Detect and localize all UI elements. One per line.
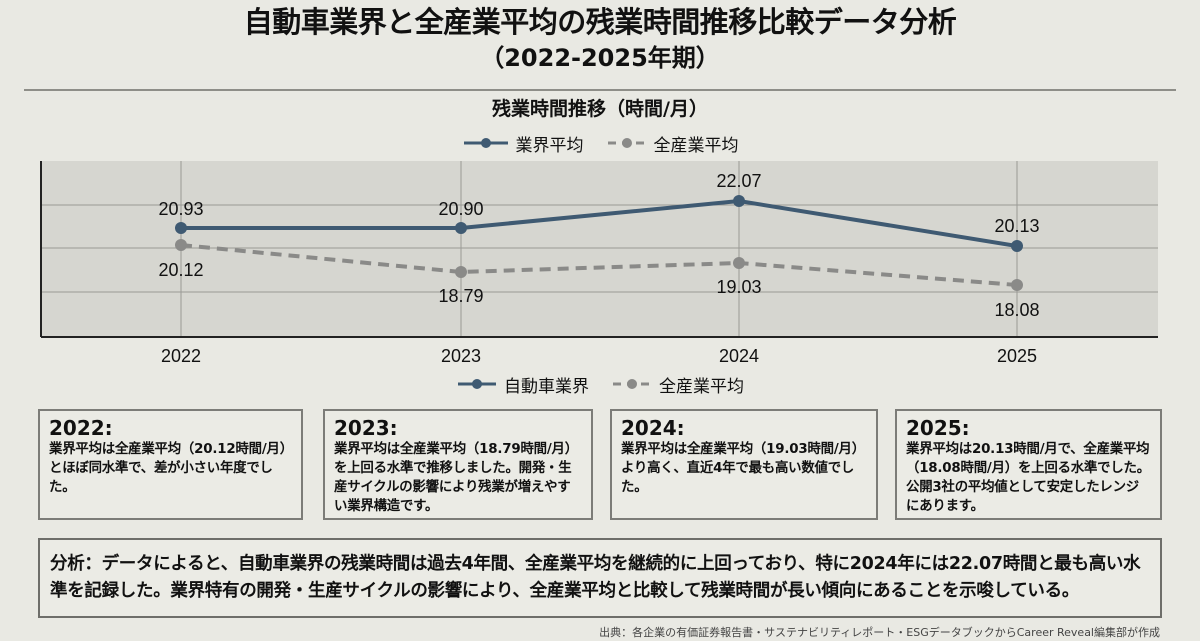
note-text: 業界平均は全産業平均（20.12時間/月）とほぼ同水準で、差が小さい年度でした。 [49,442,293,495]
series-industry-line [181,198,1018,248]
legend-item-industry: 業界平均 [462,131,584,156]
x-tick-2023: 2023 [441,346,481,366]
legend-label: 全産業平均 [659,376,744,397]
x-tick-2025: 2025 [997,346,1037,366]
data-label-all-2023: 18.79 [438,286,483,306]
x-tick-2022: 2022 [161,346,201,366]
note-text: 業界平均は全産業平均（18.79時間/月）を上回る水準で推移しました。開発・生産… [334,442,578,514]
note-box-2025: 2025: 業界平均は20.13時間/月で、全産業平均（18.08時間/月）を上… [895,409,1162,520]
series-all-industry-markers [175,239,1023,291]
page-subtitle: （2022-2025年期） [480,44,720,72]
note-box-2022: 2022: 業界平均は全産業平均（20.12時間/月）とほぼ同水準で、差が小さい… [38,409,303,520]
analysis-box: 分析：データによると、自動車業界の残業時間は過去4年間、全産業平均を継続的に上回… [38,538,1162,618]
note-year: 2023: [334,416,398,440]
data-label-all-2025: 18.08 [994,300,1039,320]
source-note: 出典：各企業の有価証券報告書・サステナビリティレポート・ESGデータブックからC… [599,626,1160,639]
legend-label: 自動車業界 [504,376,589,397]
note-text: 業界平均は20.13時間/月で、全産業平均（18.08時間/月）を上回る水準でし… [906,442,1150,514]
note-year: 2024: [621,416,685,440]
data-label-industry-2024: 22.07 [716,171,761,191]
note-box-2023: 2023: 業界平均は全産業平均（18.79時間/月）を上回る水準で推移しました… [323,409,593,520]
series-industry-markers [175,195,1023,252]
data-label-all-2022: 20.12 [158,260,203,280]
note-box-2024: 2024: 業界平均は全産業平均（19.03時間/月）より高く、直近4年で最も高… [610,409,878,520]
legend-label: 業界平均 [515,135,584,156]
solid-line-marker-icon [463,138,508,148]
x-tick-2024: 2024 [719,346,759,366]
data-label-all-2024: 19.03 [716,277,761,297]
line-chart: 20.93 20.90 22.07 20.13 20.12 18.79 19.0… [40,161,1158,366]
solid-line-marker-icon [458,379,496,389]
legend-item-all-industry: 全産業平均 [611,372,744,397]
series-all-industry-line [180,243,1018,287]
dashed-line-marker-icon [613,379,651,389]
title-divider [24,89,1176,91]
note-year: 2022: [49,416,113,440]
legend-label: 全産業平均 [653,135,739,156]
legend-item-auto-industry: 自動車業界 [456,372,589,397]
chart-title: 残業時間推移（時間/月） [492,98,708,120]
note-text: 業界平均は全産業平均（19.03時間/月）より高く、直近4年で最も高い数値でした… [621,442,865,495]
dashed-line-marker-icon [607,138,646,148]
legend-item-all-industry: 全産業平均 [606,131,739,156]
data-label-industry-2023: 20.90 [438,199,483,219]
note-year: 2025: [906,416,970,440]
data-label-industry-2022: 20.93 [158,199,203,219]
page-title: 自動車業界と全産業平均の残業時間推移比較データ分析 [243,5,957,39]
chart-legend-top: 業界平均 全産業平均 [0,130,1200,156]
data-label-industry-2025: 20.13 [994,216,1039,236]
chart-legend-bottom: 自動車業界 全産業平均 [0,371,1200,397]
